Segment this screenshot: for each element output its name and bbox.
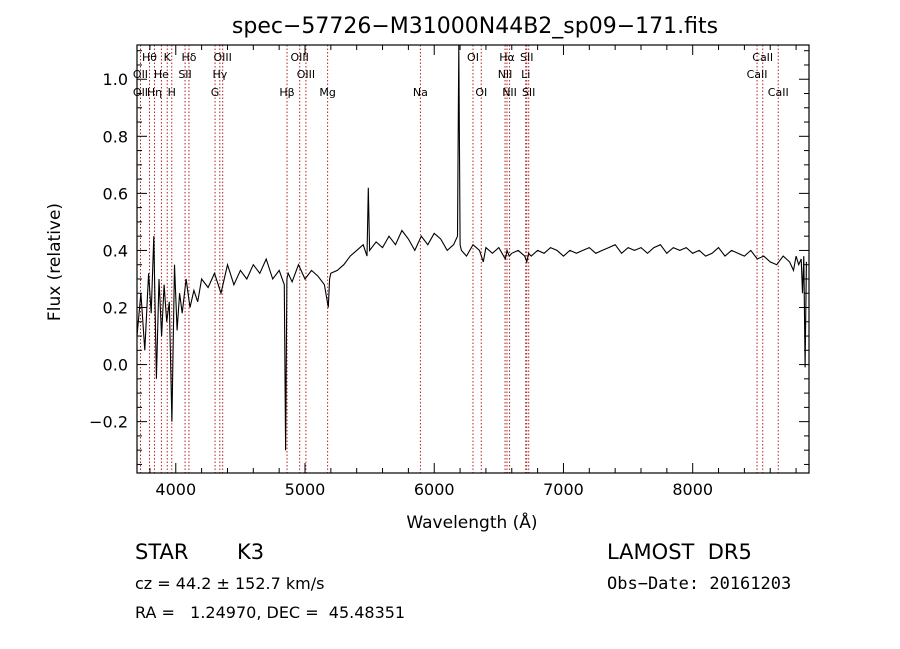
y-tick-label: 0.0 bbox=[103, 356, 128, 375]
line-label: K bbox=[164, 51, 172, 64]
survey-name: LAMOST DR5 bbox=[607, 540, 752, 564]
line-label: OII bbox=[133, 86, 148, 99]
spectrum-chart: spec−57726−M31000N44B2_sp09−171.fits Hθ K… bbox=[45, 14, 810, 533]
line-label: G bbox=[211, 86, 220, 99]
line-label: Na bbox=[413, 86, 428, 99]
line-label: OIII bbox=[297, 68, 315, 81]
y-tick-label: 1.0 bbox=[103, 70, 128, 89]
line-label: Hγ bbox=[212, 68, 227, 81]
y-axis: −0.2 0.0 0.2 0.4 0.6 0.8 1.0 bbox=[89, 50, 809, 465]
spectral-subclass: K3 bbox=[237, 540, 265, 564]
line-label: Li bbox=[521, 68, 530, 81]
line-label: OIII bbox=[213, 51, 231, 64]
x-tick-label: 5000 bbox=[285, 480, 326, 499]
line-label: He bbox=[154, 68, 169, 81]
line-label: OI bbox=[467, 51, 479, 64]
line-label: Hη bbox=[147, 86, 162, 99]
plot-frame bbox=[136, 44, 810, 474]
y-tick-label: 0.4 bbox=[103, 241, 128, 260]
spectrum-line bbox=[136, 44, 807, 451]
line-label: NII bbox=[502, 86, 517, 99]
x-tick-label: 4000 bbox=[155, 480, 196, 499]
x-tick-label: 8000 bbox=[672, 480, 713, 499]
line-labels: Hθ K Hδ OIII OIII OI Hα SII CaII OII He SII Hγ OIII NI… bbox=[133, 51, 789, 99]
line-label: NII bbox=[498, 68, 513, 81]
line-label: SII bbox=[178, 68, 191, 81]
cz-value: cz = 44.2 ± 152.7 km/s bbox=[135, 574, 325, 593]
x-tick-label: 6000 bbox=[414, 480, 455, 499]
y-tick-label: −0.2 bbox=[89, 413, 128, 432]
line-label: CaII bbox=[747, 68, 768, 81]
object-class: STAR bbox=[135, 540, 189, 564]
line-label: Hθ bbox=[142, 51, 157, 64]
y-axis-label: Flux (relative) bbox=[45, 203, 65, 321]
x-axis-label: Wavelength (Å) bbox=[406, 511, 537, 533]
ra-dec: RA = 1.24970, DEC = 45.48351 bbox=[135, 603, 406, 622]
line-label: OIII bbox=[291, 51, 309, 64]
line-label: CaII bbox=[752, 51, 773, 64]
line-label: OI bbox=[475, 86, 487, 99]
line-label: SII bbox=[520, 51, 533, 64]
x-axis: 4000 5000 6000 7000 8000 bbox=[149, 45, 797, 499]
line-label: SII bbox=[522, 86, 535, 99]
obs-date: Obs−Date: 20161203 bbox=[607, 574, 792, 594]
line-label: Mg bbox=[319, 86, 335, 99]
y-tick-label: 0.8 bbox=[103, 127, 128, 146]
line-label: Hδ bbox=[181, 51, 196, 64]
line-label: CaII bbox=[768, 86, 789, 99]
chart-title: spec−57726−M31000N44B2_sp09−171.fits bbox=[232, 14, 718, 39]
x-tick-label: 7000 bbox=[543, 480, 584, 499]
line-label: Hβ bbox=[279, 86, 294, 99]
y-tick-label: 0.2 bbox=[103, 299, 128, 318]
y-tick-label: 0.6 bbox=[103, 184, 128, 203]
line-label: Hα bbox=[499, 51, 515, 64]
line-label: H bbox=[168, 86, 176, 99]
